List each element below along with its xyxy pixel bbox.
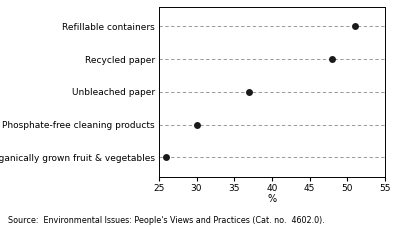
Point <box>246 90 252 94</box>
Point <box>329 57 335 61</box>
Point <box>193 123 200 126</box>
Point <box>163 155 170 159</box>
Text: Source:  Environmental Issues: People's Views and Practices (Cat. no.  4602.0).: Source: Environmental Issues: People's V… <box>8 216 325 225</box>
Point <box>352 25 358 28</box>
X-axis label: %: % <box>268 194 276 204</box>
